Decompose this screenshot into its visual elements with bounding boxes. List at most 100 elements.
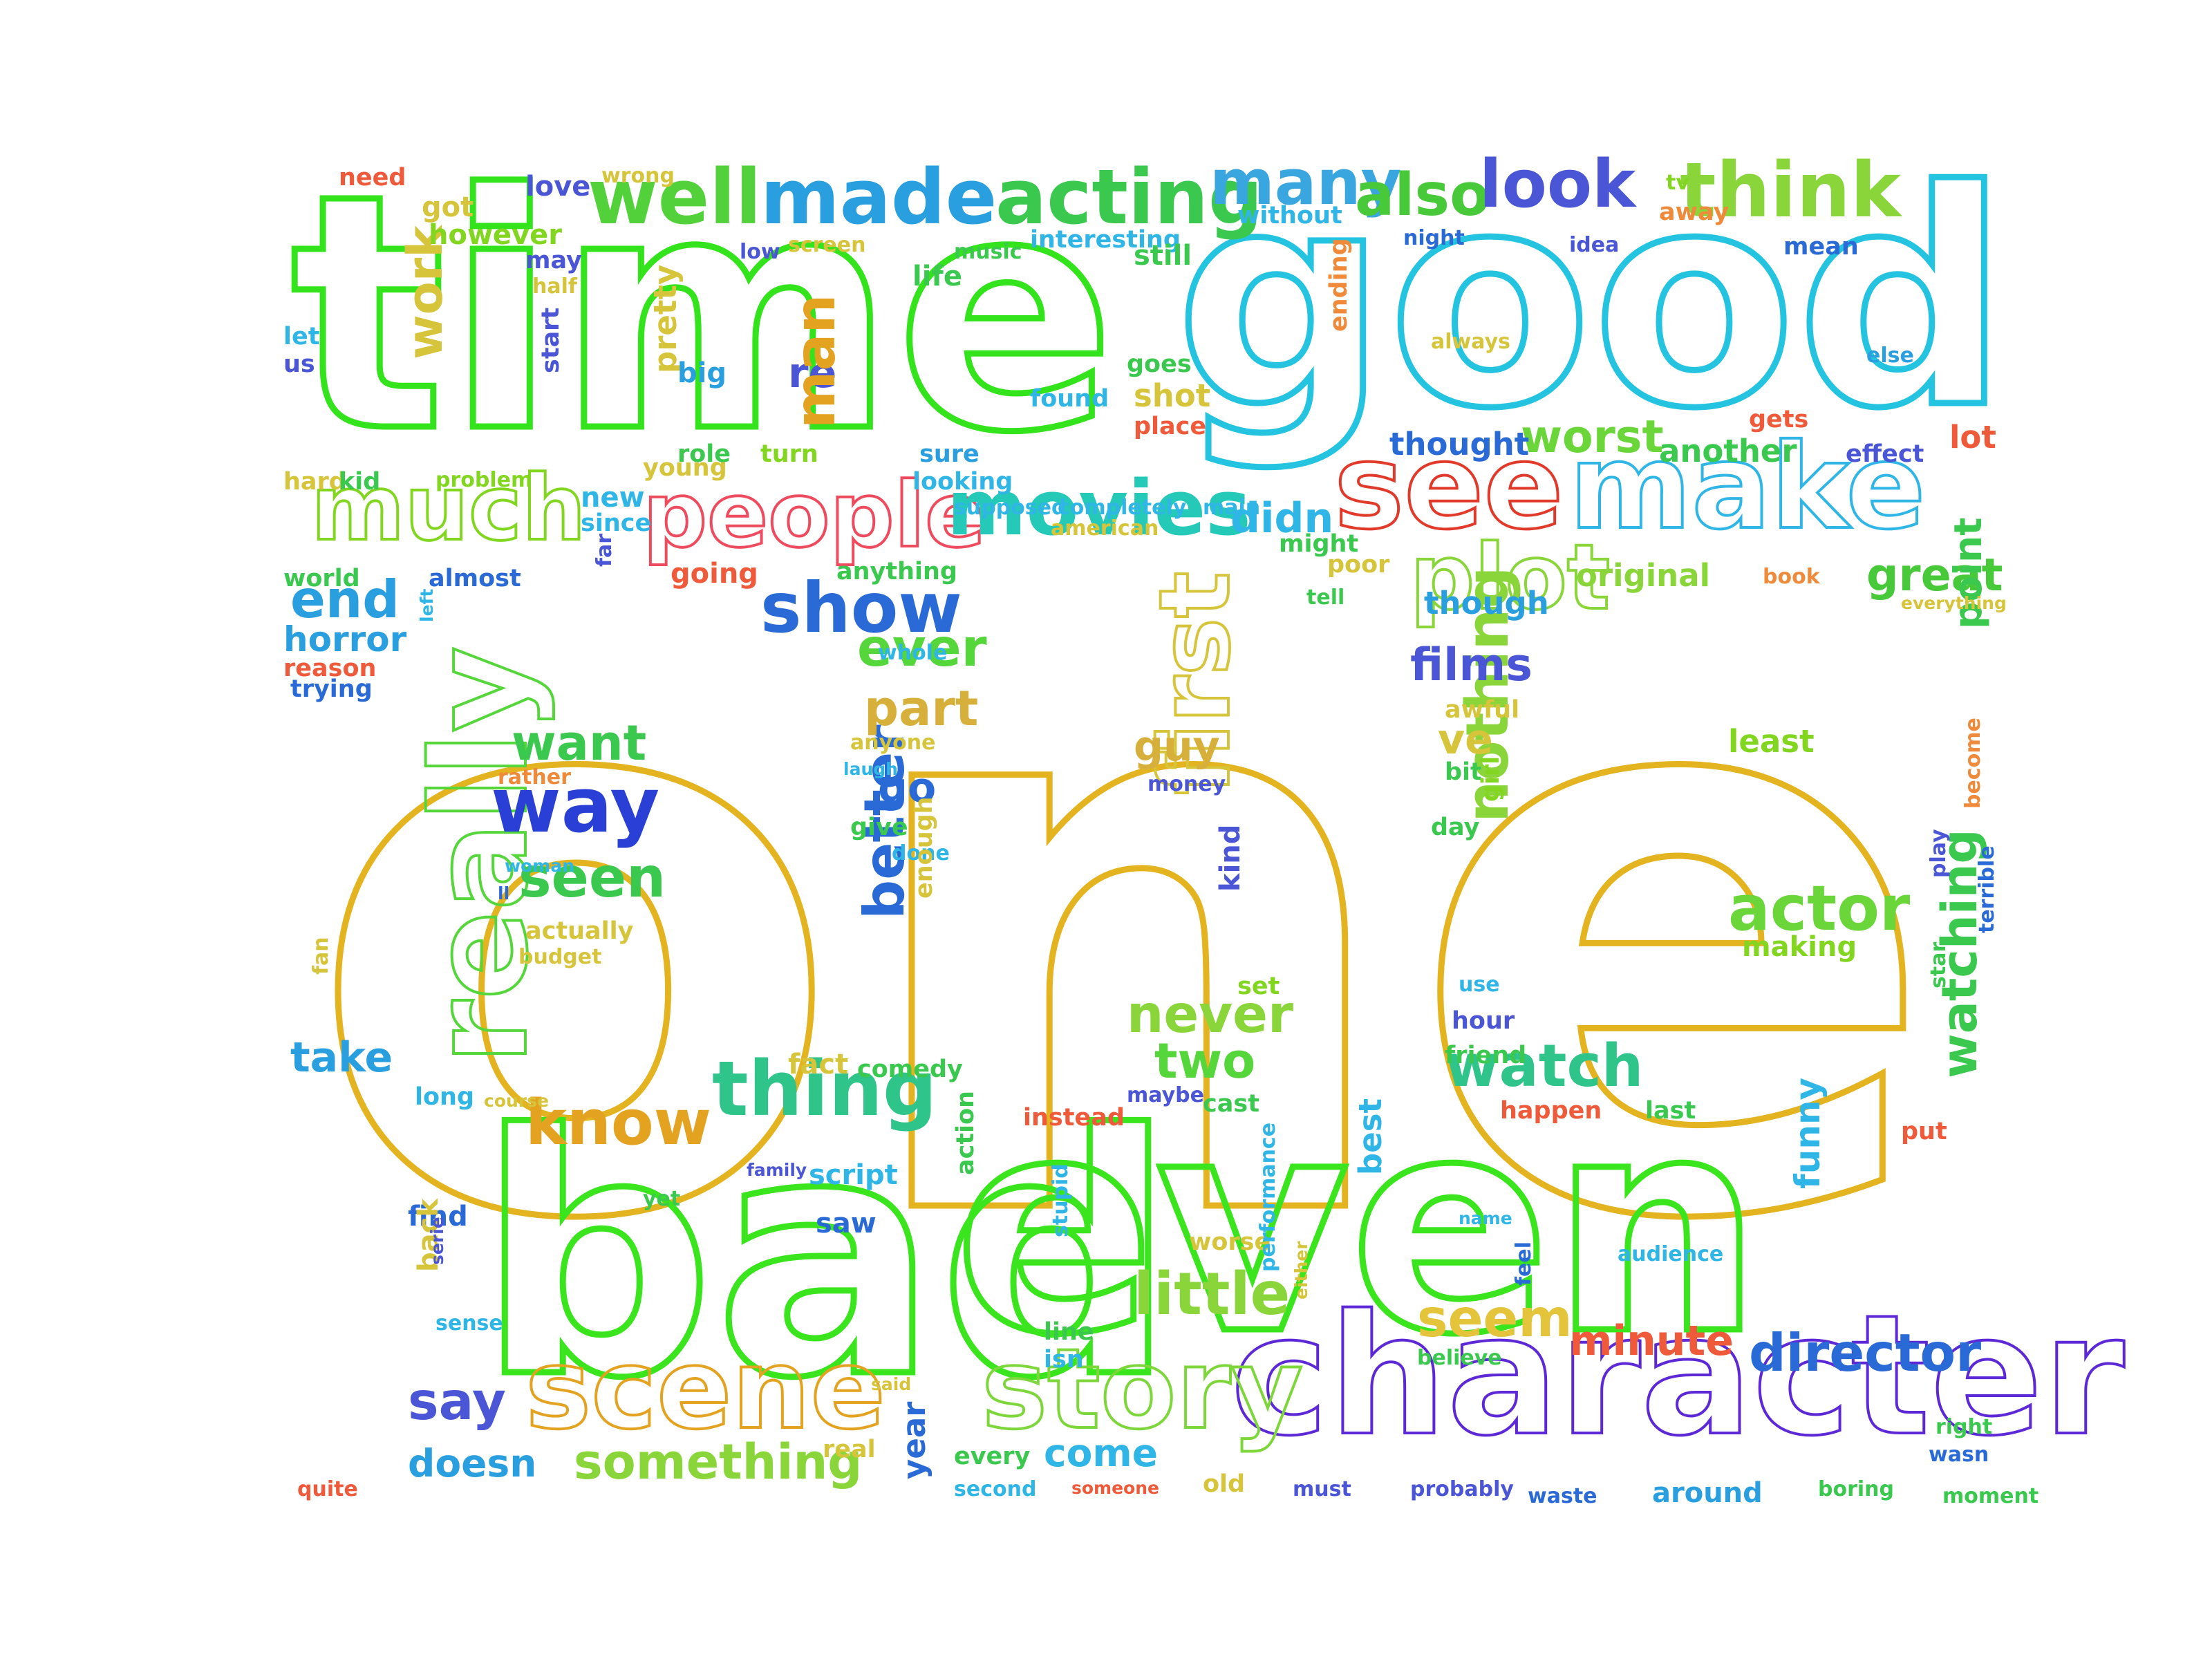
word-last: last <box>1645 1097 1696 1125</box>
word-kind: kind <box>1215 824 1246 892</box>
word-find: find <box>408 1201 468 1232</box>
word-stupid: stupid <box>1049 1163 1073 1237</box>
word-audience: audience <box>1618 1242 1724 1266</box>
word-either: either <box>1291 1241 1311 1300</box>
word-become: become <box>1961 718 1985 809</box>
word-love: love <box>525 171 591 203</box>
word-end: end <box>290 569 400 630</box>
word-girl: girl <box>1477 756 1505 802</box>
word-almost: almost <box>429 565 521 592</box>
word-tv: tv <box>1666 171 1689 195</box>
word-best: best <box>1352 1098 1389 1175</box>
word-know: know <box>525 1087 711 1159</box>
word-isn: isn <box>1044 1346 1084 1374</box>
word-many: many <box>1210 147 1402 219</box>
word-though: though <box>1424 585 1549 621</box>
word-idea: idea <box>1569 233 1620 257</box>
word-everything: everything <box>1901 593 2007 613</box>
word-plot: plot <box>1409 525 1611 630</box>
word-american: american <box>1051 516 1159 541</box>
word-problem: problem <box>435 468 533 492</box>
word-rather: rather <box>498 765 571 789</box>
word-goes: goes <box>1127 350 1192 378</box>
word-left: left <box>417 588 437 622</box>
word-story: story <box>980 1324 1304 1454</box>
word-turn: turn <box>760 440 818 468</box>
word-since: since <box>581 509 652 537</box>
word-minute: minute <box>1569 1317 1734 1365</box>
word-day: day <box>1431 814 1480 841</box>
word-say: say <box>408 1371 506 1432</box>
word-family: family <box>747 1160 807 1180</box>
word-money: money <box>1147 772 1226 796</box>
word-actor: actor <box>1728 872 1911 945</box>
word-great: great <box>1866 550 2003 601</box>
word-life: life <box>912 261 962 292</box>
word-woman: woman <box>505 856 574 876</box>
word-something: something <box>574 1434 863 1490</box>
word-performance: performance <box>1256 1122 1280 1272</box>
word-pretty: pretty <box>647 264 684 373</box>
word-seen: seen <box>518 845 666 910</box>
word-movies: movies <box>947 464 1251 552</box>
word-making: making <box>1742 931 1857 963</box>
word-made: made <box>760 153 997 241</box>
word-low: low <box>740 240 780 264</box>
word-maybe: maybe <box>1127 1083 1204 1107</box>
word-long: long <box>415 1083 475 1111</box>
word-else: else <box>1866 344 1914 368</box>
word-bit: bit <box>1445 758 1482 786</box>
word-role: role <box>677 440 731 468</box>
word-whole: whole <box>878 641 948 665</box>
word-feel: feel <box>1512 1241 1536 1286</box>
word-line: line <box>1044 1318 1094 1346</box>
word-new: new <box>581 482 645 514</box>
word-tell: tell <box>1306 585 1345 610</box>
word-people: people <box>641 462 987 568</box>
word-course: course <box>484 1091 549 1111</box>
word-action: action <box>952 1090 980 1175</box>
word-sure: sure <box>919 440 980 468</box>
word-supposed: supposed <box>954 496 1067 520</box>
word-actually: actually <box>525 917 634 945</box>
word-worst: worst <box>1521 411 1664 463</box>
word-kid: kid <box>339 468 381 496</box>
word-someone: someone <box>1071 1478 1159 1498</box>
word-hour: hour <box>1452 1007 1515 1035</box>
word-year: year <box>896 1401 932 1479</box>
word-world: world <box>283 565 360 592</box>
word-believe: believe <box>1417 1346 1502 1370</box>
word-re: re <box>788 349 837 397</box>
word-book: book <box>1763 565 1820 589</box>
word-one: one <box>301 474 1944 1391</box>
word-give: give <box>850 814 908 841</box>
word-looking: looking <box>912 468 1013 496</box>
word-happen: happen <box>1500 1097 1602 1125</box>
word-mean: mean <box>1783 233 1859 261</box>
word-let: let <box>283 323 320 350</box>
word-fan: fan <box>309 937 333 975</box>
word-every: every <box>954 1443 1031 1470</box>
word-awful: awful <box>1445 696 1520 724</box>
word-big: big <box>677 357 727 389</box>
word-bad: bad <box>474 1065 1179 1451</box>
word-quite: quite <box>297 1477 358 1501</box>
word-wrong: wrong <box>601 164 675 188</box>
word-ever: ever <box>857 617 987 678</box>
word-laugh: laugh <box>843 759 898 779</box>
word-must: must <box>1293 1477 1351 1501</box>
word-start: start <box>537 307 565 373</box>
word-want: want <box>512 715 647 771</box>
word-well: well <box>588 153 762 241</box>
word-going: going <box>671 558 758 590</box>
word-young: young <box>643 454 727 482</box>
word-budget: budget <box>518 945 602 969</box>
word-friend: friend <box>1445 1042 1527 1069</box>
word-character: character <box>1229 1279 2126 1472</box>
word-hard: hard <box>283 468 346 496</box>
word-make: make <box>1568 419 1927 556</box>
word-funny: funny <box>1788 1077 1828 1189</box>
word-original: original <box>1576 557 1710 594</box>
word-anything: anything <box>836 558 957 585</box>
